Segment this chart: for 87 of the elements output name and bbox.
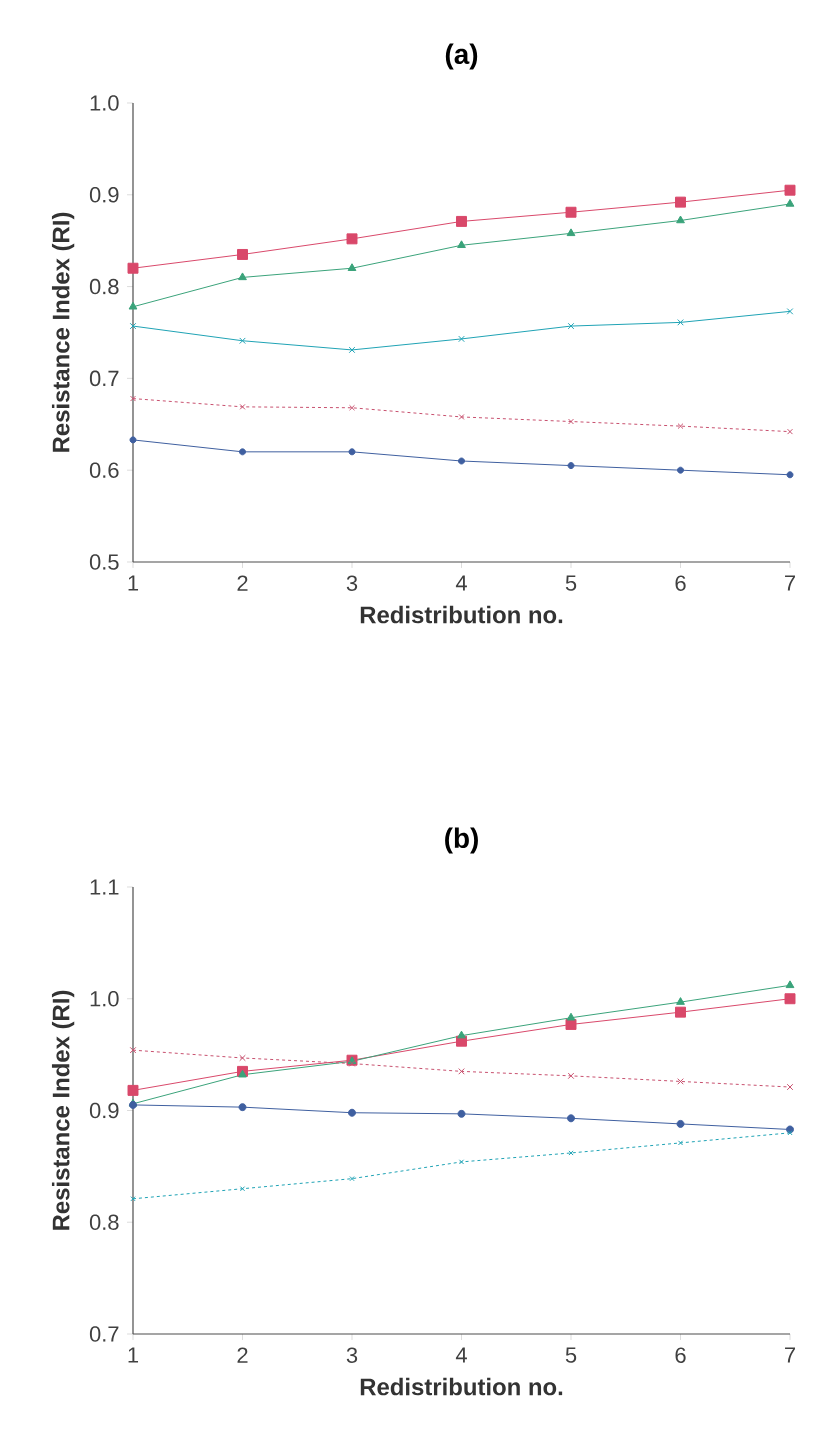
y-axis-title: Resistance Index (RI) (51, 212, 75, 452)
point (457, 1030, 466, 1039)
x-tick-label: 5 (565, 1347, 577, 1363)
point (128, 301, 138, 310)
point (458, 1159, 465, 1165)
point (458, 457, 465, 465)
point (129, 1046, 137, 1054)
x-tick-label: 3 (346, 575, 358, 591)
point (787, 428, 793, 435)
x-tick-label: 7 (785, 1347, 796, 1363)
point (239, 403, 246, 410)
x-axis-title: Redistribution no. (360, 1377, 563, 1396)
point (784, 184, 796, 196)
point (239, 1186, 246, 1192)
point (676, 1119, 685, 1128)
point (239, 337, 246, 345)
point (786, 471, 794, 479)
point (457, 1109, 466, 1118)
y-tick-label: 1.0 (90, 990, 119, 1007)
x-tick-label: 4 (455, 575, 467, 591)
y-tick-label: 1.0 (90, 95, 119, 111)
x-axis-title: Redistribution no. (360, 605, 563, 624)
x-tick-label: 1 (128, 575, 139, 591)
point (786, 308, 794, 315)
x-tick-label: 2 (237, 575, 248, 591)
point (239, 448, 246, 456)
point (239, 1054, 246, 1062)
point (677, 1140, 684, 1146)
point (676, 997, 685, 1005)
point (567, 1114, 575, 1123)
y-tick-label: 0.7 (89, 370, 119, 387)
point (568, 418, 574, 425)
point (130, 1196, 136, 1202)
x-tick-label: 6 (675, 1347, 686, 1364)
point (677, 319, 684, 326)
y-tick-label: 0.9 (89, 187, 119, 203)
point (784, 993, 796, 1005)
y-tick-label: 0.8 (89, 1214, 119, 1231)
y-tick-label: 0.6 (89, 462, 119, 478)
x-tick-label: 1 (128, 1347, 139, 1363)
x-tick-label: 4 (455, 1347, 467, 1363)
y-tick-label: 0.9 (89, 1102, 119, 1119)
point (348, 1060, 356, 1067)
point (127, 1084, 139, 1096)
point (237, 248, 248, 260)
y-axis-title: Resistance Index (RI) (51, 990, 75, 1230)
point (565, 206, 577, 218)
point (346, 233, 358, 245)
y-tick-label: 1.1 (90, 879, 119, 895)
x-tick-label: 5 (565, 575, 577, 591)
point (348, 1108, 356, 1117)
point (348, 448, 356, 456)
x-tick-label: 7 (785, 575, 796, 591)
point (567, 462, 575, 470)
point (566, 1012, 576, 1021)
point (349, 404, 355, 411)
x-tick-label: 3 (346, 1347, 358, 1364)
x-tick-label: 2 (237, 1347, 248, 1363)
point (675, 196, 686, 208)
point (238, 1103, 247, 1112)
point (457, 240, 466, 249)
point (565, 1018, 577, 1030)
point (129, 436, 137, 444)
y-tick-label: 0.8 (89, 278, 119, 295)
chart-title: (a) (445, 43, 478, 70)
point (675, 1006, 686, 1018)
point (566, 228, 576, 237)
point (456, 215, 467, 227)
point (458, 1068, 465, 1075)
x-tick-label: 6 (675, 575, 686, 591)
point (676, 215, 685, 224)
y-tick-label: 0.5 (89, 554, 119, 570)
point (238, 272, 247, 281)
point (127, 262, 139, 274)
point (785, 980, 795, 989)
y-tick-label: 0.7 (89, 1326, 119, 1342)
point (347, 263, 357, 271)
point (567, 1072, 575, 1080)
point (458, 335, 465, 343)
point (238, 1069, 247, 1078)
point (349, 1176, 355, 1182)
chart-title: (b) (445, 827, 478, 854)
point (130, 395, 136, 402)
point (458, 413, 465, 420)
point (785, 198, 795, 207)
point (677, 423, 684, 430)
point (677, 466, 684, 474)
